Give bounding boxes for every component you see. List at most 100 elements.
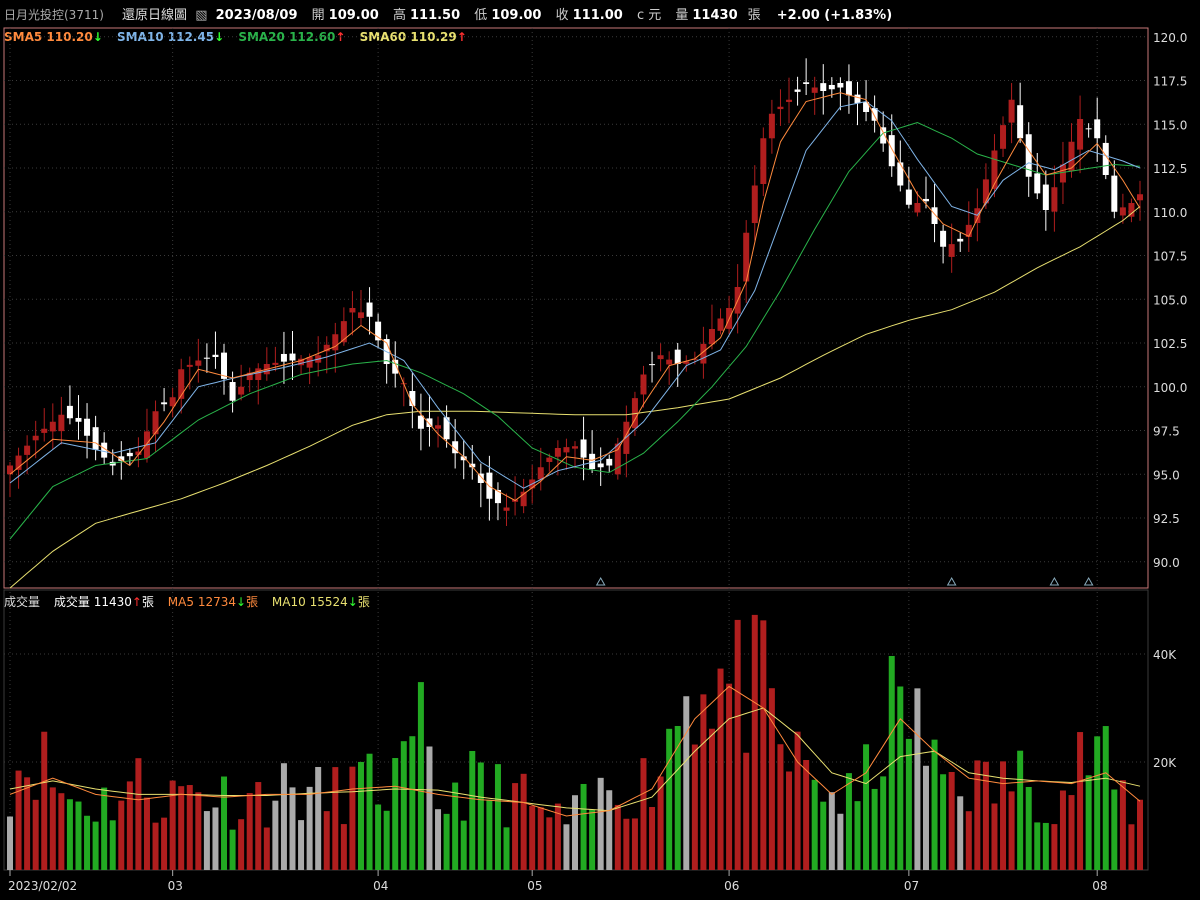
volume-bar [1042,822,1049,870]
low-value: 109.00 [491,8,542,23]
candle-body [375,321,382,341]
volume-bar [631,818,638,870]
volume-bar [58,793,65,870]
candle-body [708,329,715,345]
volume-bar [460,820,467,870]
volume-bar [298,820,305,870]
volume-bar [1137,799,1143,870]
volume-tick-label: 40K [1153,648,1177,662]
legend-sma60[interactable]: SMA60 110.29↑ [359,30,467,44]
price-tick-label: 117.5 [1153,75,1187,89]
volume-bar [340,824,347,870]
candle-body [1017,105,1024,139]
candle-body [957,238,964,242]
volume-bar [828,792,835,870]
legend-volume[interactable]: 成交量 11430↑張 [53,595,154,609]
price-tick-label: 107.5 [1153,250,1187,264]
price-tick-label: 110.0 [1153,206,1187,220]
candle-body [897,162,904,186]
x-tick-label: 2023/02/02 [8,879,77,893]
open-value: 109.00 [328,8,379,23]
chart-type[interactable]: 還原日線圖 [122,8,188,23]
sma5-line [9,92,1141,502]
volume-bar [135,758,142,870]
candle-body [871,108,878,121]
volume-bar [41,731,48,870]
volume-bar [572,795,578,870]
x-tick-label: 06 [724,879,739,893]
volume-bar [323,811,330,870]
candle-body [486,472,493,499]
candle-body [614,443,621,475]
candle-body [597,463,604,468]
volume-bar [221,776,228,870]
vol-ma5-arrow-icon: ↓ [236,595,247,609]
low-label: 低 [474,8,488,23]
price-tick-label: 92.5 [1153,512,1180,526]
open-label: 開 [311,8,325,23]
candle-body [777,106,784,110]
candle-body [195,360,202,366]
sma20-line [9,121,1141,540]
candle-body [863,101,870,112]
volume-bar [657,776,664,870]
volume-bar [486,799,493,870]
candle-body [683,361,690,364]
volume-bar [443,813,450,870]
price-tick-label: 112.5 [1153,162,1187,176]
volume-bar [1128,824,1135,870]
candle-body [289,353,296,361]
candles-layer [7,58,1143,526]
sma5-arrow-icon: ↓ [92,30,103,44]
candle-body [306,357,313,368]
volume-bar [315,766,322,870]
currency: c 元 [636,8,662,23]
legend-sma5[interactable]: SMA5 110.20↓ [4,30,103,44]
candle-body [349,308,356,313]
candle-body [340,321,347,343]
candle-body [460,456,467,461]
legend-vol-ma10[interactable]: MA10 15524↓張 [271,595,370,609]
candle-body [1051,187,1058,212]
candle-body [1000,125,1007,149]
volume-bar [803,760,810,870]
candle-body [811,87,818,93]
volume-bar [409,736,416,870]
candle-body [49,421,56,432]
volume-bar [15,770,22,870]
candle-body [888,135,895,167]
volume-bar [1085,775,1092,870]
volume-bar [66,799,73,870]
volume-unit: 張 [747,8,761,23]
vol-ma5-line [9,685,1141,817]
volume-bar [546,817,553,870]
volume-bar [1051,824,1058,870]
candle-body [452,441,459,454]
candle-body [580,439,587,458]
candle-body [803,82,810,84]
candle-body [126,452,133,457]
volume-bar [1000,761,1007,870]
candle-body [15,455,22,470]
volume-bar [880,776,887,870]
price-tick-label: 115.0 [1153,118,1187,132]
signal-marker-icon [1083,576,1094,586]
volume-bar [375,804,382,870]
legend-vol-ma5[interactable]: MA5 12734↓張 [167,595,259,609]
x-tick-label: 05 [527,879,542,893]
candle-body [640,374,647,395]
candle-body [623,421,630,454]
volume-bar [101,787,108,870]
candle-body [794,89,801,92]
volume-bar [991,803,998,870]
volume-bar [109,820,116,870]
stock-name[interactable]: 日月光投控(3711) [4,8,104,22]
candle-body [92,427,99,450]
volume-bar [683,696,690,870]
volume-bar [494,764,501,870]
volume-bar [589,809,596,870]
volume-bar [118,800,125,870]
volume-bar [649,807,656,870]
volume-bar [332,767,339,870]
